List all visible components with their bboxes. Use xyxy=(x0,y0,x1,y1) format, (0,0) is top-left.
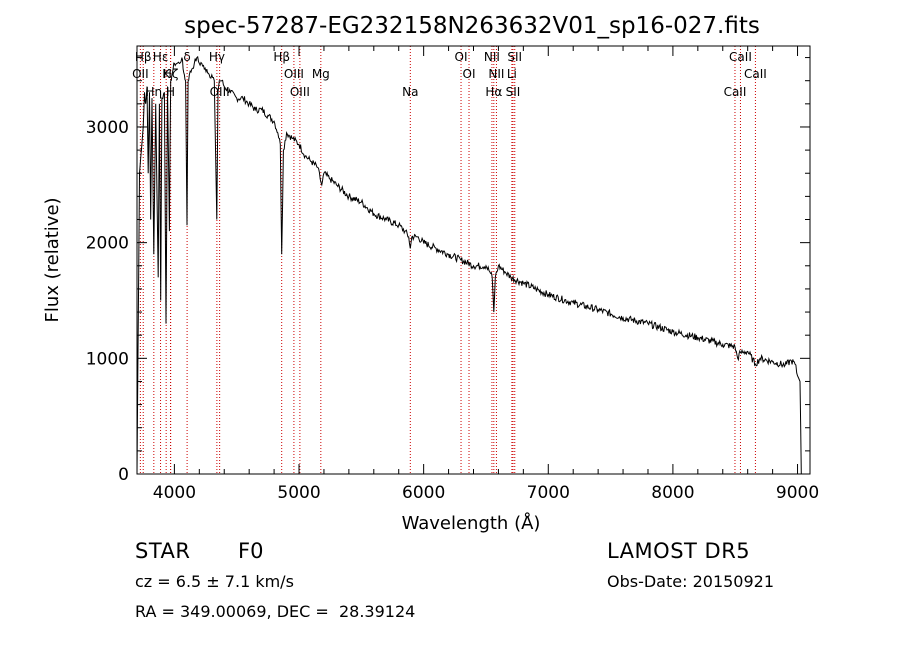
line-marker-labels: HβKHδOIIHηHεHζOIIIHγOIIIOIIIHβMgNaOIOIHα… xyxy=(132,50,767,99)
x-tick-label: 9000 xyxy=(776,483,819,503)
survey-name: LAMOST DR5 xyxy=(607,539,751,563)
line-marker-label: Hη xyxy=(146,85,163,99)
object-class: STAR xyxy=(135,539,191,563)
x-axis-label: Wavelength (Å) xyxy=(402,512,541,534)
line-marker-label: δ xyxy=(183,50,190,64)
y-axis-label: Flux (relative) xyxy=(42,197,63,322)
line-marker-label: Na xyxy=(402,85,418,99)
y-tick-label: 2000 xyxy=(86,234,129,254)
coordinates: RA = 349.00069, DEC = 28.39124 xyxy=(135,602,416,621)
y-tick-label: 0 xyxy=(118,465,129,485)
line-marker-label: NII xyxy=(488,67,504,81)
x-tick-label: 4000 xyxy=(153,483,196,503)
line-marker-label: OIII xyxy=(210,85,230,99)
line-marker-label: Mg xyxy=(312,67,330,81)
line-marker-label: Hβ xyxy=(273,50,290,64)
observation-date: Obs-Date: 20150921 xyxy=(607,572,775,591)
x-tick-label: 6000 xyxy=(402,483,445,503)
line-marker-label: NII xyxy=(484,50,500,64)
line-marker-label: OIII xyxy=(284,67,304,81)
line-marker-label: CaII xyxy=(724,85,747,99)
line-marker-label: Hα xyxy=(485,85,502,99)
line-marker-label: Hε xyxy=(153,50,169,64)
line-marker-label: CaII xyxy=(744,67,767,81)
chart-title: spec-57287-EG232158N263632V01_sp16-027.f… xyxy=(184,13,760,39)
line-marker-label: OI xyxy=(463,67,476,81)
spectrum-series-line xyxy=(136,55,802,475)
line-marker-label: OII xyxy=(132,67,149,81)
line-marker-label: Li xyxy=(507,67,517,81)
line-marker-label: Hβ xyxy=(135,50,152,64)
plot-frame xyxy=(136,45,811,475)
x-tick-label: 7000 xyxy=(527,483,570,503)
x-tick-label: 8000 xyxy=(651,483,694,503)
line-marker-label: CaII xyxy=(729,50,752,64)
line-marker-label: Hγ xyxy=(209,50,225,64)
axis-ticks: 4000 5000 6000 7000 8000 9000 0 1000 2000 3000 xyxy=(86,46,819,503)
line-marker-label: Hζ xyxy=(163,67,179,81)
line-marker-label: SII xyxy=(507,50,522,64)
line-markers xyxy=(139,46,756,474)
line-marker-label: SII xyxy=(506,85,521,99)
y-tick-label: 1000 xyxy=(86,349,129,369)
line-marker-label: K xyxy=(162,67,171,81)
line-marker-label: OIII xyxy=(290,85,310,99)
x-tick-label: 5000 xyxy=(277,483,320,503)
object-subclass: F0 xyxy=(238,539,264,563)
redshift-velocity: cz = 6.5 ± 7.1 km/s xyxy=(135,572,294,591)
y-tick-label: 3000 xyxy=(86,118,129,138)
line-marker-label: OI xyxy=(455,50,468,64)
